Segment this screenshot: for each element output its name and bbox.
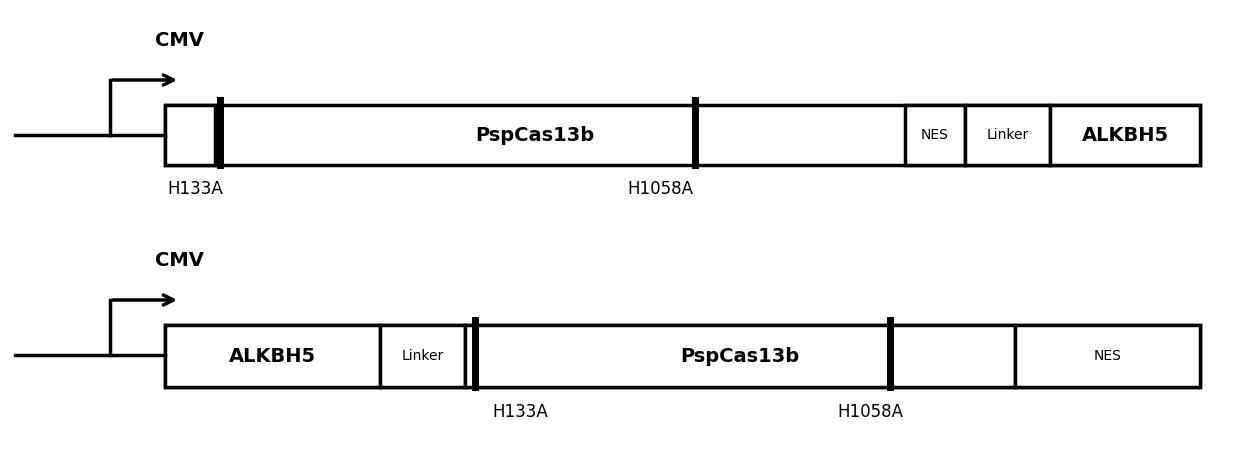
- Text: CMV: CMV: [155, 251, 204, 270]
- Text: PspCas13b: PspCas13b: [680, 346, 799, 365]
- Text: H1058A: H1058A: [627, 180, 693, 198]
- Bar: [1049, 105, 1201, 165]
- Bar: [1015, 325, 1201, 387]
- Text: PspCas13b: PspCas13b: [476, 126, 595, 145]
- Text: NES: NES: [1094, 349, 1121, 363]
- Bar: [165, 105, 1201, 165]
- Bar: [165, 325, 1201, 387]
- Text: H133A: H133A: [167, 180, 223, 198]
- Bar: [465, 325, 1015, 387]
- Text: H133A: H133A: [492, 403, 548, 421]
- Text: NES: NES: [921, 128, 949, 142]
- Bar: [165, 325, 380, 387]
- Bar: [380, 325, 465, 387]
- Text: Linker: Linker: [986, 128, 1028, 142]
- Bar: [904, 105, 965, 165]
- Bar: [965, 105, 1049, 165]
- Text: H1058A: H1058A: [838, 403, 903, 421]
- Text: ALKBH5: ALKBH5: [229, 346, 316, 365]
- Text: CMV: CMV: [155, 31, 204, 50]
- Text: Linker: Linker: [401, 349, 444, 363]
- Text: ALKBH5: ALKBH5: [1082, 126, 1168, 145]
- Bar: [165, 105, 216, 165]
